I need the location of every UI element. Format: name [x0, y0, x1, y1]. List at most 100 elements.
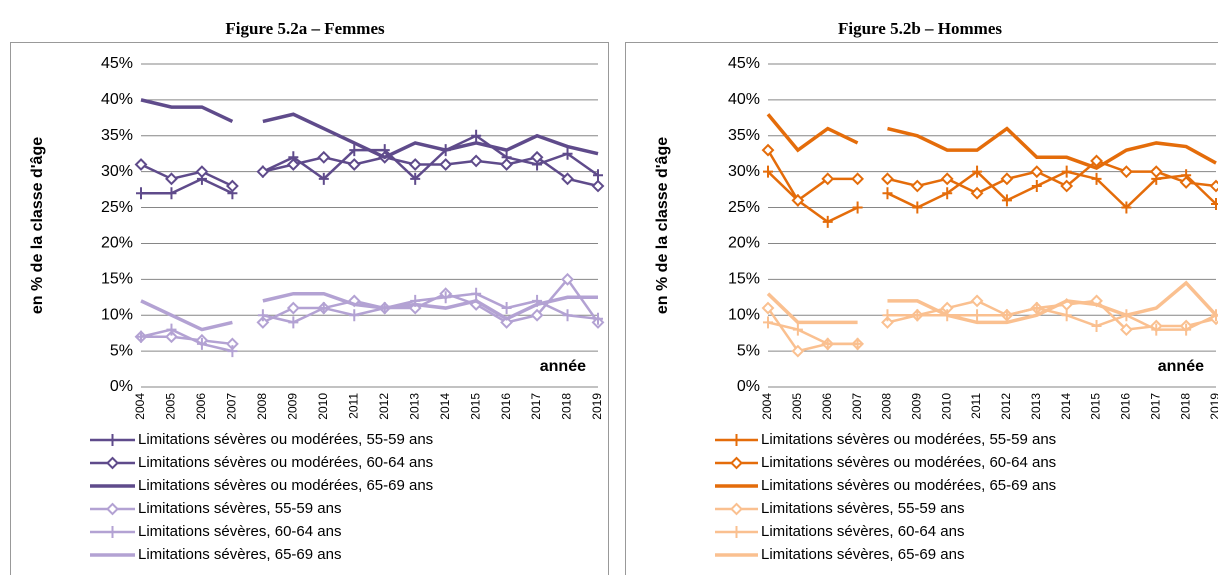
marker: [882, 187, 892, 199]
marker: [853, 338, 863, 350]
marker: [563, 148, 573, 160]
legend-label: Limitations sévères, 55-59 ans: [761, 500, 964, 517]
y-tick-label: 40%: [101, 91, 133, 108]
series-line: [768, 114, 858, 150]
legend-marker: [108, 504, 118, 514]
marker: [410, 159, 420, 169]
x-tick-label: 2018: [560, 393, 574, 420]
x-tick-label: 2015: [1089, 393, 1103, 420]
series-line: [768, 150, 858, 200]
marker: [1032, 167, 1042, 177]
series-line: [263, 136, 598, 179]
marker: [166, 174, 176, 184]
x-tick-label: 2006: [820, 393, 834, 420]
marker: [197, 167, 207, 177]
marker: [349, 159, 359, 169]
y-tick-label: 5%: [737, 342, 760, 359]
y-tick-label: 40%: [728, 91, 760, 108]
marker: [1032, 180, 1042, 192]
legend-label: Limitations sévères, 65-69 ans: [761, 546, 964, 563]
x-tick-label: 2013: [407, 393, 421, 420]
x-tick-label: 2007: [850, 393, 864, 420]
marker: [563, 309, 573, 321]
legend-marker: [732, 458, 742, 468]
marker: [972, 309, 982, 321]
marker: [972, 188, 982, 198]
panel-frame: [626, 43, 1218, 576]
y-tick-label: 20%: [728, 235, 760, 252]
marker: [763, 316, 773, 328]
annotation: année: [1158, 358, 1204, 375]
marker: [1151, 167, 1161, 177]
marker: [471, 156, 481, 166]
legend-marker: [108, 458, 118, 468]
x-tick-label: 2012: [377, 393, 391, 420]
legend-marker: [108, 526, 118, 538]
marker: [502, 302, 512, 314]
x-tick-label: 2017: [529, 393, 543, 420]
y-tick-label: 5%: [110, 342, 133, 359]
x-tick-label: 2011: [969, 393, 983, 419]
series-line: [887, 129, 1216, 168]
marker: [593, 169, 603, 181]
marker: [793, 324, 803, 336]
legend-label: Limitations sévères, 60-64 ans: [761, 523, 964, 540]
x-tick-label: 2019: [590, 393, 604, 420]
legend-label: Limitations sévères ou modérées, 55-59 a…: [761, 431, 1056, 448]
x-tick-label: 2016: [499, 393, 513, 420]
marker: [471, 288, 481, 300]
legend-label: Limitations sévères ou modérées, 65-69 a…: [761, 477, 1056, 494]
y-tick-label: 15%: [728, 271, 760, 288]
series-line: [887, 283, 1216, 322]
chart-title: Figure 5.2a – Femmes: [225, 19, 385, 38]
y-tick-label: 45%: [728, 55, 760, 72]
legend-marker: [108, 434, 118, 446]
legend-marker: [732, 526, 742, 538]
marker: [1062, 166, 1072, 178]
marker: [319, 152, 329, 162]
marker: [853, 202, 863, 214]
marker: [441, 159, 451, 169]
x-tick-label: 2005: [164, 393, 178, 420]
series-line: [768, 322, 858, 344]
marker: [227, 181, 237, 191]
marker: [823, 216, 833, 228]
marker: [288, 303, 298, 313]
x-tick-label: 2005: [790, 393, 804, 420]
series-line: [141, 179, 232, 193]
marker: [912, 202, 922, 214]
x-tick-label: 2019: [1208, 393, 1218, 420]
marker: [258, 167, 268, 177]
y-tick-label: 35%: [101, 127, 133, 144]
marker: [1002, 309, 1012, 321]
marker: [882, 174, 892, 184]
marker: [471, 130, 481, 142]
marker: [136, 331, 146, 343]
marker: [912, 181, 922, 191]
chart-title: Figure 5.2b – Hommes: [838, 19, 1002, 38]
marker: [319, 302, 329, 314]
series-line: [141, 100, 232, 122]
marker: [227, 345, 237, 357]
series-line: [141, 330, 232, 352]
legend-label: Limitations sévères, 55-59 ans: [138, 500, 341, 517]
legend-marker: [732, 434, 742, 446]
x-tick-label: 2004: [133, 393, 147, 420]
x-tick-label: 2008: [255, 393, 269, 420]
marker: [593, 181, 603, 191]
legend-label: Limitations sévères ou modérées, 60-64 a…: [761, 454, 1056, 471]
y-tick-label: 35%: [728, 127, 760, 144]
annotation: année: [540, 358, 586, 375]
x-tick-label: 2015: [468, 393, 482, 420]
y-tick-label: 10%: [728, 306, 760, 323]
series-line: [768, 294, 858, 323]
marker: [1211, 181, 1218, 191]
x-tick-label: 2014: [438, 393, 452, 420]
x-tick-label: 2004: [760, 393, 774, 420]
y-tick-label: 30%: [101, 163, 133, 180]
y-axis-label: en % de la classe d'âge: [29, 137, 46, 314]
x-tick-label: 2006: [194, 393, 208, 420]
y-tick-label: 20%: [101, 235, 133, 252]
legend-label: Limitations sévères, 60-64 ans: [138, 523, 341, 540]
